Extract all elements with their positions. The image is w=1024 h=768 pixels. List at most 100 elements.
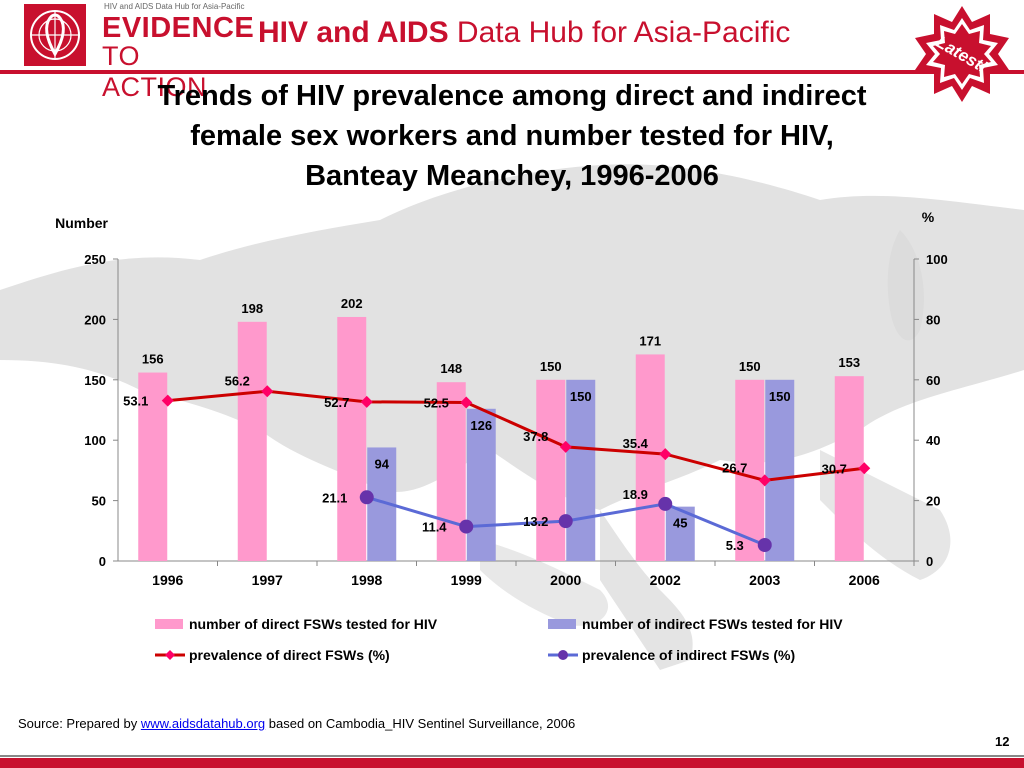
x-tick-label: 2003: [749, 572, 780, 588]
x-tick-label: 2006: [849, 572, 880, 588]
hub-title-rest: Data Hub for Asia-Pacific: [448, 16, 791, 49]
bar-direct-tested: [735, 379, 765, 561]
bar-label-direct: 198: [241, 301, 263, 316]
x-tick-label: 1998: [351, 572, 382, 588]
x-tick-label: 2002: [650, 572, 681, 588]
legend-label: number of direct FSWs tested for HIV: [189, 616, 438, 632]
hub-title-bold: HIV and AIDS: [258, 16, 449, 49]
line-label-direct: 52.5: [424, 395, 449, 410]
combo-chart: 0 50 100 150 200 250 0 20 40 60 80 100 Number % 1996 19…: [55, 209, 948, 663]
marker-direct-prevalence: [460, 396, 473, 409]
bar-label-direct: 150: [739, 359, 761, 374]
source-prefix: Source: Prepared by: [18, 716, 141, 731]
line-label-direct: 37.8: [523, 429, 548, 444]
left-tick-label: 250: [84, 252, 106, 267]
right-tick-label: 100: [926, 252, 948, 267]
bar-indirect-tested: [466, 408, 496, 561]
bar-label-direct: 171: [639, 333, 661, 348]
x-tick-label: 1999: [451, 572, 482, 588]
logo-to-action-text: TO ACTION: [102, 41, 208, 102]
bar-label-direct: 153: [838, 355, 860, 370]
bar-direct-tested: [536, 379, 566, 561]
left-tick-label: 100: [84, 433, 106, 448]
un-emblem-icon: [24, 4, 86, 66]
right-tick-label: 20: [926, 494, 940, 509]
bar-direct-tested: [138, 372, 168, 561]
marker-direct-prevalence: [360, 395, 373, 408]
source-link[interactable]: www.aidsdatahub.org: [140, 716, 266, 731]
bar-direct-tested: [436, 382, 466, 561]
slide-title-line-3: Banteay Meanchey, 1996-2006: [305, 160, 719, 192]
bar-label-indirect: 126: [470, 418, 492, 433]
right-tick-label: 80: [926, 312, 940, 327]
logo-caption: HIV and AIDS Data Hub for Asia-Pacific: [104, 2, 245, 11]
right-tick-label: 60: [926, 373, 940, 388]
marker-indirect-prevalence: [359, 490, 374, 505]
slide-title-line-2: female sex workers and number tested for…: [190, 120, 834, 152]
right-tick-label: 0: [926, 554, 933, 569]
source-note: Source: Prepared by www.aidsdatahub.org …: [18, 716, 575, 731]
bar-label-indirect: 94: [375, 456, 390, 471]
bar-indirect-tested: [566, 379, 596, 561]
legend-swatch-bar: [155, 619, 183, 629]
slide-title-line-1: Trends of HIV prevalence among direct an…: [157, 80, 867, 112]
left-tick-label: 0: [99, 554, 106, 569]
line-label-direct: 56.2: [225, 373, 250, 388]
marker-indirect-prevalence: [757, 537, 772, 552]
line-label-indirect: 18.9: [623, 487, 648, 502]
bar-label-indirect: 150: [570, 389, 592, 404]
legend-label: number of indirect FSWs tested for HIV: [582, 616, 843, 632]
bar-label-direct: 148: [440, 361, 462, 376]
marker-direct-prevalence: [858, 462, 871, 475]
bar-indirect-tested: [765, 379, 795, 561]
line-label-indirect: 21.1: [322, 490, 347, 505]
footer-bar: [0, 758, 1024, 768]
evidence-to-action-logo: HIV and AIDS Data Hub for Asia-Pacific E…: [10, 0, 254, 102]
left-tick-label: 50: [92, 494, 106, 509]
line-label-direct: 52.7: [324, 395, 349, 410]
left-tick-label: 200: [84, 312, 106, 327]
line-label-indirect: 5.3: [726, 538, 744, 553]
latest-badge[interactable]: Latest!: [912, 4, 1012, 104]
x-tick-label: 1997: [252, 572, 283, 588]
slide-title: Trends of HIV prevalence among direct an…: [40, 76, 984, 196]
bar-label-indirect: 45: [673, 516, 687, 531]
line-direct-prevalence: [167, 389, 865, 482]
legend-label: prevalence of indirect FSWs (%): [582, 647, 795, 663]
line-label-direct: 26.7: [722, 460, 747, 475]
line-label-direct: 53.1: [123, 394, 148, 409]
legend-marker-circle: [558, 650, 568, 660]
x-tick-label: 2000: [550, 572, 581, 588]
legend-swatch-bar: [548, 619, 576, 629]
marker-direct-prevalence: [758, 474, 771, 487]
header: HIV and AIDS Data Hub for Asia-Pacific E…: [0, 0, 1024, 102]
bar-label-direct: 202: [341, 296, 363, 311]
bar-label-direct: 156: [142, 352, 164, 367]
legend-label: prevalence of direct FSWs (%): [189, 647, 390, 663]
footer-rule: [0, 755, 1024, 757]
x-tick-label: 1996: [152, 572, 183, 588]
bar-label-direct: 150: [540, 359, 562, 374]
marker-indirect-prevalence: [558, 514, 573, 529]
source-suffix: based on Cambodia_HIV Sentinel Surveilla…: [265, 716, 576, 731]
line-label-direct: 35.4: [623, 436, 649, 451]
marker-direct-prevalence: [659, 448, 672, 461]
bar-label-indirect: 150: [769, 389, 791, 404]
page-number: 12: [995, 734, 1010, 749]
marker-direct-prevalence: [559, 440, 572, 453]
logo-evidence-text: EVIDENCE: [102, 12, 255, 44]
line-label-direct: 30.7: [822, 461, 847, 476]
legend-marker-diamond: [165, 650, 175, 660]
hub-title: HIV and AIDS Data Hub for Asia-Pacific: [258, 16, 790, 50]
right-axis-title: %: [922, 209, 935, 225]
left-tick-label: 150: [84, 373, 106, 388]
bar-direct-tested: [237, 321, 267, 561]
marker-direct-prevalence: [261, 385, 274, 398]
bar-direct-tested: [635, 354, 665, 561]
line-label-indirect: 13.2: [523, 514, 548, 529]
marker-indirect-prevalence: [658, 496, 673, 511]
marker-direct-prevalence: [161, 394, 174, 407]
left-axis-title: Number: [55, 215, 108, 231]
line-label-indirect: 11.4: [422, 520, 447, 535]
header-rule: [0, 70, 1024, 74]
